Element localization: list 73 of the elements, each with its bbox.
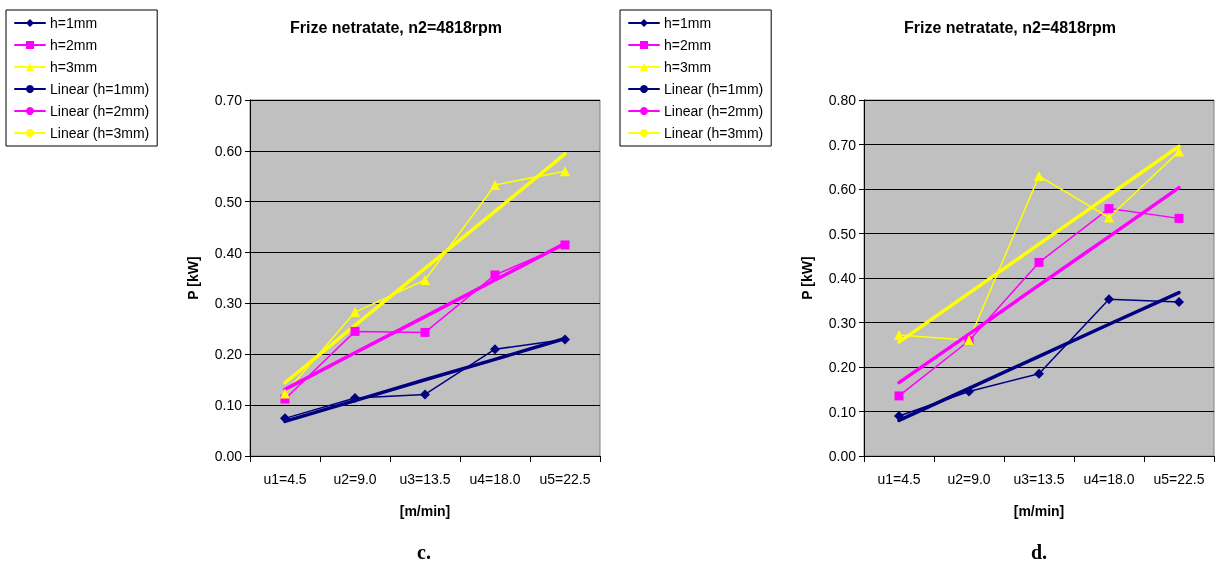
x-axis-title: [m/min] [399, 503, 451, 519]
point [1034, 257, 1044, 267]
x-tick-label: u5=22.5 [539, 471, 591, 487]
legend-label: h=3mm [664, 59, 712, 75]
point [894, 391, 904, 401]
chart-title: Frize netratate, n2=4818rpm [904, 18, 1117, 36]
point [964, 386, 974, 397]
point [1104, 204, 1114, 214]
legend-label: h=2mm [50, 37, 98, 53]
point [490, 270, 500, 280]
y-axis-title: P [kW] [799, 256, 815, 300]
y-tick-label: 0.20 [828, 359, 857, 375]
legend-label: h=3mm [50, 59, 98, 75]
x-tick-label: u1=4.5 [877, 471, 921, 487]
point [350, 326, 360, 336]
point [350, 393, 360, 404]
y-tick-label: 0.00 [214, 448, 243, 464]
point [1034, 368, 1044, 379]
x-tick-label: u3=13.5 [399, 471, 451, 487]
y-tick-label: 0.00 [828, 448, 857, 464]
x-tick-label: u4=18.0 [469, 471, 521, 487]
x-tick-label: u1=4.5 [263, 471, 307, 487]
x-tick-label: u2=9.0 [947, 471, 991, 487]
x-tick-label: u4=18.0 [1083, 471, 1135, 487]
y-tick-label: 0.50 [214, 193, 243, 210]
legend-label: h=1mm [50, 15, 98, 31]
point [894, 329, 904, 340]
legend-label: Linear (h=1mm) [50, 81, 150, 97]
point [420, 389, 430, 400]
legend-label: h=2mm [664, 37, 712, 53]
y-axis-title: P [kW] [185, 256, 201, 300]
point [560, 240, 570, 250]
point [420, 275, 430, 286]
y-tick-label: 0.30 [214, 295, 243, 312]
y-tick-label: 0.10 [828, 403, 857, 420]
y-tick-label: 0.60 [828, 181, 857, 197]
legend-label: Linear (h=3mm) [50, 125, 150, 141]
point [420, 327, 430, 337]
point [1174, 297, 1184, 308]
legend-label: Linear (h=2mm) [664, 103, 764, 119]
point [1034, 171, 1044, 182]
x-axis-title: [m/min] [1013, 503, 1065, 519]
chart-title: Frize netratate, n2=4818rpm [290, 18, 503, 36]
x-tick-label: u3=13.5 [1013, 471, 1065, 487]
legend-label: Linear (h=3mm) [664, 125, 764, 141]
point [560, 334, 570, 345]
legend-label: Linear (h=1mm) [664, 81, 764, 97]
point [350, 307, 360, 318]
legend-label: Linear (h=2mm) [50, 103, 150, 119]
point [560, 166, 570, 177]
text: c. [417, 541, 431, 563]
y-tick-label: 0.40 [214, 244, 243, 261]
y-tick-label: 0.50 [828, 225, 857, 242]
y-tick-label: 0.30 [828, 314, 857, 331]
y-tick-label: 0.10 [214, 397, 243, 414]
y-tick-label: 0.80 [828, 92, 857, 108]
point [490, 179, 500, 190]
point [280, 388, 290, 399]
x-tick-label: u5=22.5 [1153, 471, 1205, 487]
text: d. [1031, 541, 1048, 563]
y-tick-label: 0.40 [828, 270, 857, 286]
y-tick-label: 0.60 [214, 142, 243, 159]
x-tick-label: u2=9.0 [333, 471, 377, 487]
point [1104, 212, 1114, 223]
y-tick-label: 0.70 [214, 92, 243, 108]
point [894, 410, 904, 421]
point [490, 344, 500, 355]
legend-label: h=1mm [664, 15, 712, 31]
point [1174, 213, 1184, 223]
y-tick-label: 0.70 [828, 136, 857, 153]
y-tick-label: 0.20 [214, 346, 243, 363]
point [1104, 294, 1114, 305]
point [280, 413, 290, 424]
